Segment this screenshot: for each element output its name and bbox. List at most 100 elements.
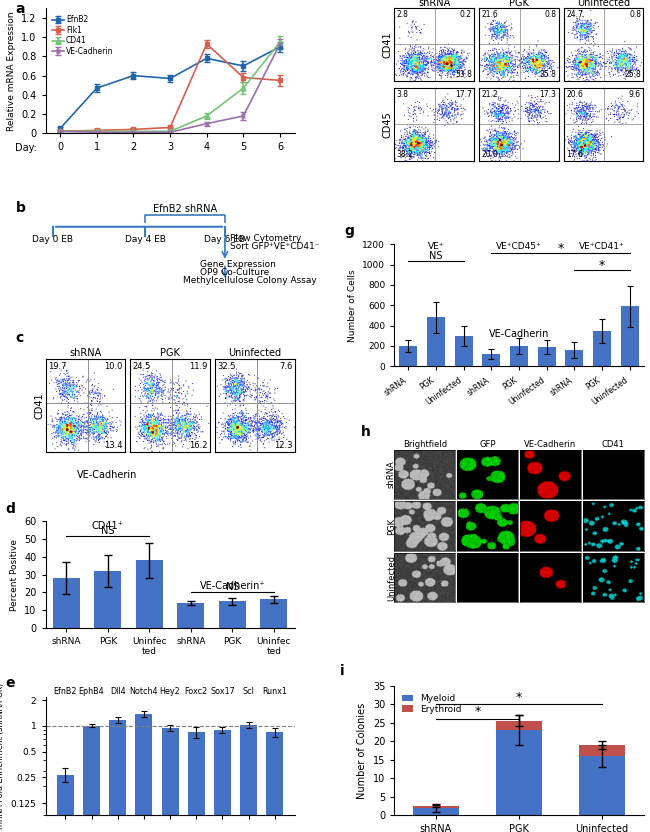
Point (75, 419, 86, 433)
Point (257, 411, 267, 424)
Point (226, 413, 236, 426)
Point (526, 54, 537, 67)
Point (606, 46, 617, 59)
Point (135, 423, 146, 437)
Point (417, 135, 427, 148)
Point (581, 22, 592, 35)
Point (227, 384, 237, 397)
Point (395, 133, 406, 146)
Point (524, 47, 534, 61)
Point (100, 430, 110, 443)
Point (582, 59, 592, 72)
Point (589, 110, 599, 123)
Point (94, 428, 104, 441)
Point (411, 120, 421, 133)
Point (61, 378, 72, 391)
Point (618, 61, 629, 74)
Point (574, 137, 584, 151)
Point (528, 55, 539, 68)
Point (565, 101, 575, 114)
Point (508, 59, 519, 72)
Point (155, 419, 166, 433)
Point (255, 423, 265, 437)
Point (404, 53, 414, 67)
Point (612, 47, 623, 60)
Point (497, 140, 507, 153)
Point (146, 423, 156, 437)
Point (399, 60, 410, 73)
Point (149, 384, 159, 397)
Point (146, 422, 157, 435)
Point (235, 383, 246, 396)
Point (497, 59, 508, 72)
Point (222, 416, 233, 429)
Point (439, 43, 449, 57)
Point (227, 370, 237, 384)
Point (614, 47, 624, 60)
Point (435, 47, 445, 60)
Point (628, 64, 638, 77)
Point (490, 56, 501, 69)
Point (97, 409, 107, 422)
Point (578, 58, 589, 72)
Point (406, 147, 416, 161)
Point (408, 108, 419, 121)
Point (494, 50, 504, 63)
Point (533, 61, 543, 74)
Point (524, 42, 534, 56)
Point (422, 62, 432, 75)
Point (437, 59, 447, 72)
Point (530, 103, 541, 116)
Point (618, 45, 628, 58)
Point (66, 416, 76, 429)
Point (586, 62, 597, 75)
Point (422, 140, 433, 153)
Point (413, 66, 423, 79)
Point (174, 423, 184, 436)
Point (502, 131, 513, 145)
Point (238, 423, 248, 437)
Point (536, 51, 546, 64)
Point (144, 384, 154, 398)
Point (582, 59, 592, 72)
Point (178, 425, 188, 438)
Point (96, 432, 107, 445)
Point (410, 132, 420, 146)
Point (94, 387, 104, 400)
Point (617, 57, 627, 70)
Point (489, 97, 499, 110)
Point (399, 56, 410, 69)
Point (576, 106, 586, 119)
Point (263, 415, 273, 428)
Point (584, 138, 594, 151)
Point (535, 109, 545, 122)
Point (499, 21, 510, 34)
Point (227, 376, 237, 389)
Point (99, 425, 110, 438)
Point (411, 51, 421, 64)
Point (234, 379, 244, 393)
Point (177, 412, 187, 425)
Point (569, 64, 580, 77)
Point (226, 369, 237, 382)
Point (226, 423, 236, 436)
Point (621, 54, 632, 67)
Point (155, 384, 165, 398)
Point (439, 62, 449, 75)
Point (426, 51, 436, 64)
Point (622, 55, 632, 68)
Point (580, 24, 590, 37)
Point (402, 70, 413, 83)
Point (464, 47, 474, 60)
Point (494, 62, 504, 75)
Point (156, 418, 166, 431)
Point (421, 135, 432, 148)
Point (592, 136, 603, 150)
Point (613, 67, 623, 80)
Point (57, 376, 67, 389)
Point (224, 379, 234, 392)
Point (542, 60, 552, 73)
Point (534, 103, 544, 116)
Point (424, 141, 434, 154)
Point (100, 416, 110, 429)
